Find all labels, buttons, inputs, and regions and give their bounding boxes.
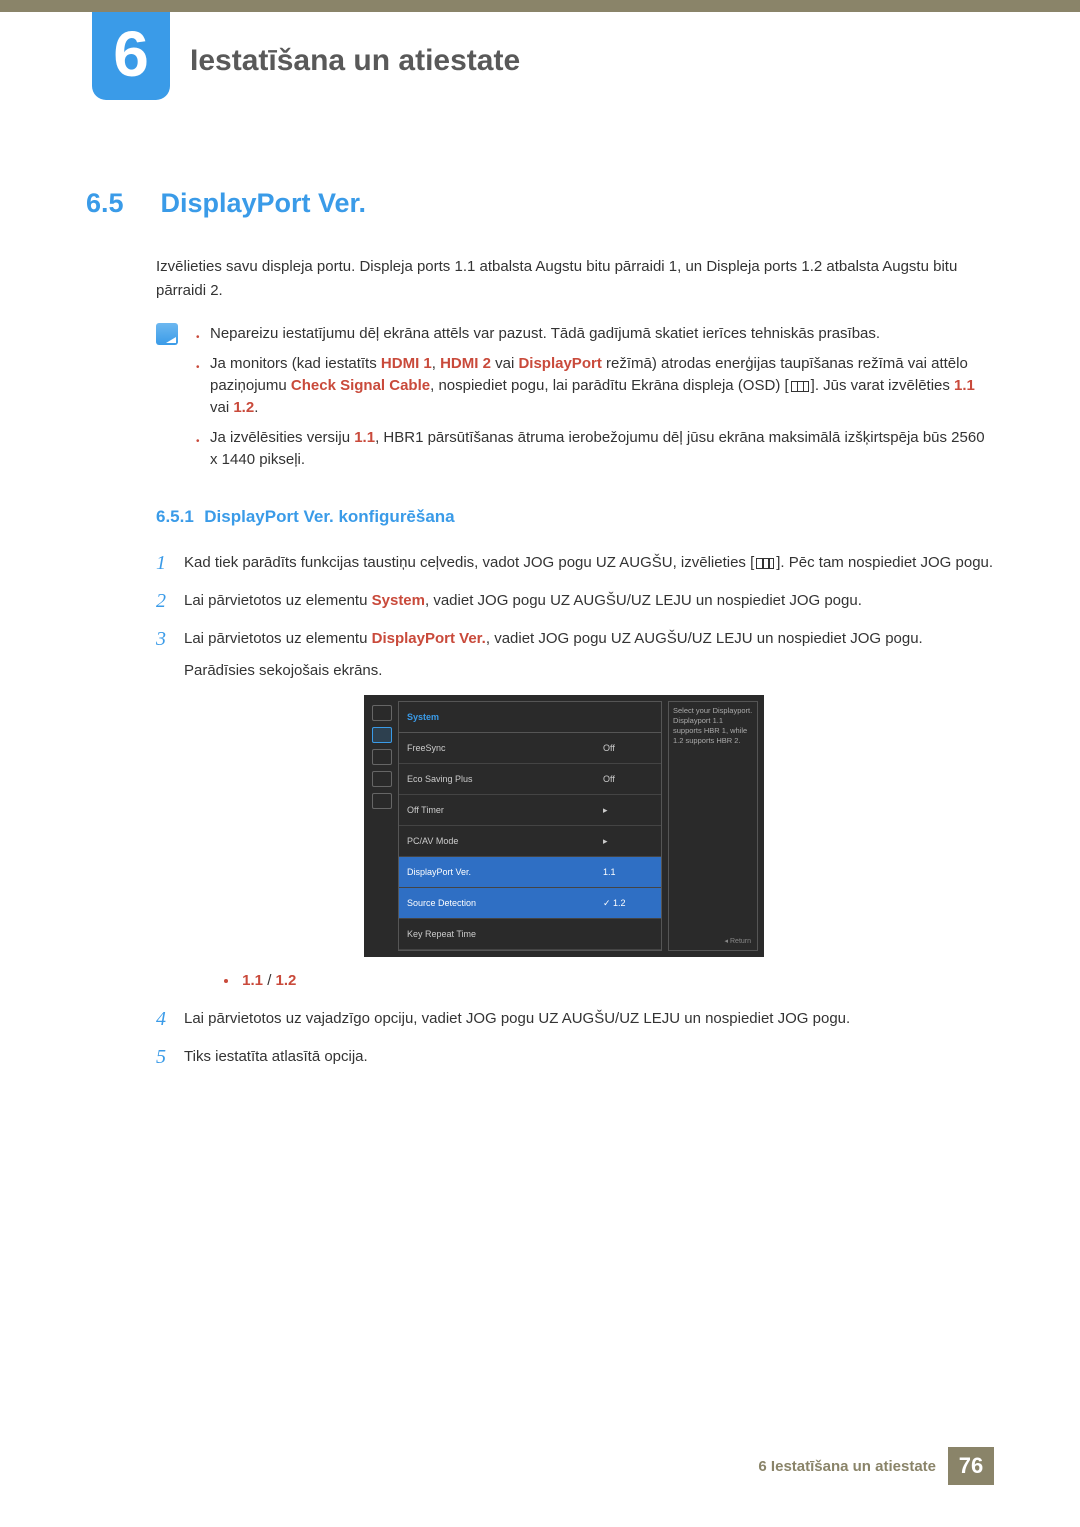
note-icon	[156, 323, 178, 345]
highlight-11: 1.1	[354, 429, 375, 446]
step: 3 Lai pārvietotos uz elementu DisplayPor…	[156, 627, 994, 993]
section-title: DisplayPort Ver.	[160, 188, 366, 219]
osd-main-panel: System FreeSyncOffEco Saving PlusOffOff …	[398, 701, 662, 951]
step-text: , vadiet JOG pogu UZ AUGŠU/UZ LEJU un no…	[425, 592, 862, 609]
note-box: Nepareizu iestatījumu dēļ ekrāna attēls …	[156, 323, 994, 479]
osd-return-hint: ◂ Return	[725, 937, 751, 947]
menu-icon	[791, 381, 809, 392]
osd-help-panel: Select your Displayport. Displayport 1.1…	[668, 701, 758, 951]
step-number: 3	[156, 627, 184, 993]
step-body: Kad tiek parādīts funkcijas taustiņu ceļ…	[184, 551, 994, 575]
bullet-icon	[224, 979, 228, 983]
step-body: Lai pārvietotos uz vajadzīgo opciju, vad…	[184, 1007, 994, 1031]
menu-icon	[756, 558, 774, 569]
page-footer: 6 Iestatīšana un atiestate 76	[758, 1447, 994, 1485]
step: 2 Lai pārvietotos uz elementu System, va…	[156, 589, 994, 613]
options-list: 1.1 / 1.2	[224, 969, 994, 993]
osd-screenshot: System FreeSyncOffEco Saving PlusOffOff …	[364, 695, 764, 957]
note-text: vai	[210, 399, 233, 416]
subsection-title: DisplayPort Ver. konfigurēšana	[204, 507, 454, 526]
step-body: Lai pārvietotos uz elementu System, vadi…	[184, 589, 994, 613]
step-text: , vadiet JOG pogu UZ AUGŠU/UZ LEJU un no…	[486, 630, 923, 647]
note-text: vai	[491, 355, 519, 372]
osd-icon	[372, 705, 392, 721]
option-12: 1.2	[276, 972, 297, 989]
note-text: ,	[432, 355, 440, 372]
step-number: 4	[156, 1007, 184, 1031]
chapter-number-tab: 6	[92, 12, 170, 100]
section-number: 6.5	[86, 188, 156, 219]
highlight-system: System	[372, 592, 425, 609]
note-text: .	[254, 399, 258, 416]
option-11: 1.1	[242, 972, 263, 989]
subsection-heading: 6.5.1 DisplayPort Ver. konfigurēšana	[156, 507, 994, 527]
highlight-displayport-ver: DisplayPort Ver.	[372, 630, 486, 647]
osd-sidebar-icons	[370, 701, 398, 951]
osd-icon	[372, 771, 392, 787]
note-item: Ja izvēlēsities versiju 1.1, HBR1 pārsūt…	[196, 427, 994, 471]
highlight-displayport: DisplayPort	[518, 355, 601, 372]
section-body: 6.5 DisplayPort Ver. Izvēlieties savu di…	[86, 188, 994, 1083]
step-text: Kad tiek parādīts funkcijas taustiņu ceļ…	[184, 554, 754, 571]
step: 4 Lai pārvietotos uz vajadzīgo opciju, v…	[156, 1007, 994, 1031]
step-body: Tiks iestatīta atlasītā opcija.	[184, 1045, 994, 1069]
step-text: Parādīsies sekojošais ekrāns.	[184, 659, 994, 683]
steps-list: 1 Kad tiek parādīts funkcijas taustiņu c…	[156, 551, 994, 1069]
step-number: 5	[156, 1045, 184, 1069]
step: 5 Tiks iestatīta atlasītā opcija.	[156, 1045, 994, 1069]
note-item: Nepareizu iestatījumu dēļ ekrāna attēls …	[196, 323, 994, 345]
step-number: 1	[156, 551, 184, 575]
section-intro: Izvēlieties savu displeja portu. Displej…	[156, 255, 994, 303]
note-item: Ja monitors (kad iestatīts HDMI 1, HDMI …	[196, 353, 994, 419]
osd-icon	[372, 749, 392, 765]
highlight-12: 1.2	[233, 399, 254, 416]
highlight-hdmi2: HDMI 2	[440, 355, 491, 372]
osd-icon	[372, 727, 392, 743]
option-sep: /	[263, 972, 276, 989]
highlight-hdmi1: HDMI 1	[381, 355, 432, 372]
highlight-11: 1.1	[954, 377, 975, 394]
footer-chapter-label: 6 Iestatīšana un atiestate	[758, 1458, 936, 1475]
osd-help-text: Select your Displayport. Displayport 1.1…	[673, 706, 752, 745]
step-body: Lai pārvietotos uz elementu DisplayPort …	[184, 627, 994, 993]
page-number: 76	[948, 1447, 994, 1485]
osd-icon	[372, 793, 392, 809]
note-text: Ja monitors (kad iestatīts	[210, 355, 381, 372]
note-text: Ja izvēlēsities versiju	[210, 429, 354, 446]
osd-heading: System	[399, 702, 661, 733]
step-number: 2	[156, 589, 184, 613]
note-text: ]. Jūs varat izvēlēties	[811, 377, 954, 394]
step-text: ]. Pēc tam nospiediet JOG pogu.	[776, 554, 993, 571]
chapter-title: Iestatīšana un atiestate	[190, 44, 520, 78]
top-border	[0, 0, 1080, 12]
step-text: Lai pārvietotos uz elementu	[184, 630, 372, 647]
step-text: Lai pārvietotos uz elementu	[184, 592, 372, 609]
highlight-check-signal: Check Signal Cable	[291, 377, 430, 394]
subsection-number: 6.5.1	[156, 507, 194, 526]
note-text: , nospiediet pogu, lai parādītu Ekrāna d…	[430, 377, 789, 394]
step: 1 Kad tiek parādīts funkcijas taustiņu c…	[156, 551, 994, 575]
